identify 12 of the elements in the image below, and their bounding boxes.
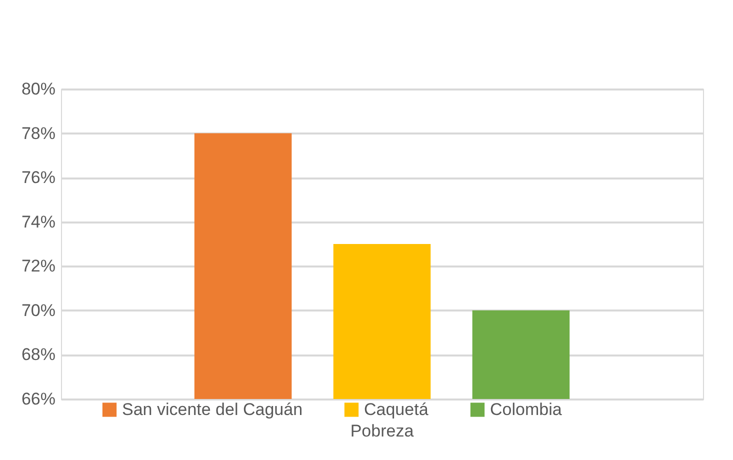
legend-label: Caquetá <box>364 400 429 419</box>
y-tick-label: 66% <box>21 390 56 408</box>
y-tick-label: 80% <box>21 80 56 98</box>
y-tick-label: 74% <box>21 212 56 232</box>
y-tick-label: 70% <box>21 300 56 320</box>
legend-label: Colombia <box>490 400 562 419</box>
y-tick-label: 68% <box>21 345 56 364</box>
legend-label: San vicente del Caguán <box>122 400 303 419</box>
y-tick-label: 76% <box>21 168 56 188</box>
x-tick-label: Pobreza <box>350 422 414 440</box>
y-tick-label: 78% <box>21 124 56 143</box>
y-tick-label: 72% <box>21 256 56 276</box>
